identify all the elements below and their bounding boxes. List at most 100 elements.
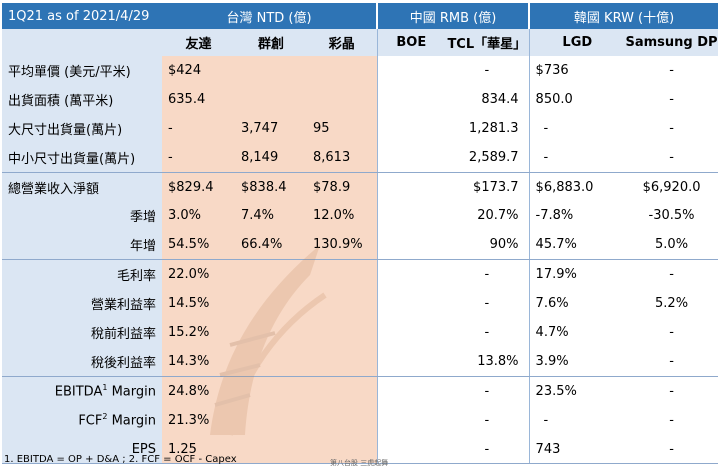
table-cell: - xyxy=(669,62,674,78)
table-row: 稅後利益率 14.3% 13.8% 3.9% - xyxy=(2,346,719,377)
table-cell: - xyxy=(625,346,719,377)
group-taiwan: 台灣 NTD (億) xyxy=(162,3,378,29)
table-cell: 1,281.3 xyxy=(468,120,519,136)
group-korea: 韓國 KRW (十億) xyxy=(528,3,719,29)
table-cell: - xyxy=(669,120,674,136)
row-label: 年增 xyxy=(2,230,162,261)
panel-maker-comparison-table: 1Q21 as of 2021/4/29 台灣 NTD (億) 中國 RMB (… xyxy=(2,3,719,465)
row-label: FCF2 Margin xyxy=(2,405,162,435)
table-cell xyxy=(235,318,307,347)
table-row: 總營業收入淨額 $829.4 $838.4 $78.9 $173.7 $6,883.0 $6… xyxy=(2,172,718,202)
table-cell: - xyxy=(669,383,674,399)
table-cell: 13.8% xyxy=(445,346,530,377)
table-cell: 130.9% xyxy=(307,230,378,261)
company-tcl: TCL「華星」 xyxy=(445,29,530,56)
table-cell: - xyxy=(669,267,674,283)
table-cell: 635.4 xyxy=(162,84,235,114)
row-label: 出貨面積 (萬平米) xyxy=(2,84,162,114)
table-cell: 45.7% xyxy=(528,230,626,261)
table-row: 稅前利益率 15.2% - 4.7% - xyxy=(2,318,718,347)
company-auo: 友達 xyxy=(162,29,235,56)
table-cell: - xyxy=(484,296,490,312)
table-cell xyxy=(376,318,446,347)
table-cell: 5.0% xyxy=(625,230,719,261)
table-cell: - xyxy=(484,412,490,428)
table-row: 營業利益率 14.5% - 7.6% 5.2% xyxy=(2,289,718,319)
table-cell: $829.4 xyxy=(162,172,235,202)
table-cell: 54.5% xyxy=(162,230,235,261)
table-cell xyxy=(307,434,378,465)
table-cell xyxy=(376,84,446,114)
header-row-groups: 1Q21 as of 2021/4/29 台灣 NTD (億) 中國 RMB (… xyxy=(2,3,719,29)
table-cell xyxy=(235,376,307,406)
table-cell: 4.7% xyxy=(528,318,626,347)
row-label: 稅後利益率 xyxy=(2,346,162,377)
table-cell: $736 xyxy=(528,56,626,85)
row-label: 毛利率 xyxy=(2,259,162,290)
table-cell xyxy=(307,318,378,347)
row-label: 總營業收入淨額 xyxy=(2,172,162,202)
table-cell: - xyxy=(528,113,626,143)
table-cell xyxy=(235,289,307,319)
table-cell xyxy=(235,405,307,435)
table-cell xyxy=(376,289,446,319)
table-cell: - xyxy=(484,62,490,78)
table-cell: 14.3% xyxy=(162,346,235,377)
table-cell: - xyxy=(162,113,235,143)
table-cell: 3.9% xyxy=(528,346,626,377)
table-cell xyxy=(376,201,446,231)
table-cell: - xyxy=(528,142,626,173)
table-cell xyxy=(307,56,378,85)
company-lgd: LGD xyxy=(528,29,626,56)
table-cell: - xyxy=(484,383,490,399)
row-label-footnote-mark: 1 xyxy=(102,383,108,393)
company-innolux: 群創 xyxy=(235,29,307,56)
table-cell xyxy=(307,376,378,406)
table-cell: $78.9 xyxy=(307,172,378,202)
table-cell: 743 xyxy=(528,434,626,465)
table-cell xyxy=(376,405,446,435)
table-cell xyxy=(376,230,446,261)
table-cell: 3.0% xyxy=(162,201,235,231)
table-cell: 24.8% xyxy=(162,376,235,406)
group-china: 中國 RMB (億) xyxy=(376,3,530,29)
table-cell xyxy=(376,172,446,202)
table-cell: $6,883.0 xyxy=(528,172,626,202)
row-label: 平均單價 (美元/平米) xyxy=(2,56,162,85)
table-cell xyxy=(235,259,307,290)
table-cell: 23.5% xyxy=(528,376,626,406)
table-cell: 2,589.7 xyxy=(445,142,530,173)
period-label: 1Q21 as of 2021/4/29 xyxy=(2,3,162,29)
table-cell: - xyxy=(162,142,235,173)
row-label-main: EBITDA xyxy=(54,384,103,400)
table-cell: $424 xyxy=(162,56,235,85)
table-cell: 14.5% xyxy=(162,289,235,319)
table-cell: 7.6% xyxy=(528,289,626,319)
footnote: 1. EBITDA = OP + D&A ; 2. FCF = OCF - Ca… xyxy=(4,454,237,465)
table-row: EPS 1.25 -743- xyxy=(2,434,719,465)
company-boe: BOE xyxy=(376,29,446,56)
table-cell xyxy=(376,346,446,377)
table-cell: - xyxy=(625,434,719,465)
table-cell: -7.8% xyxy=(528,201,626,231)
table-cell: $173.7 xyxy=(473,179,519,195)
table-cell: 850.0 xyxy=(528,84,626,114)
table-cell xyxy=(235,56,307,85)
table-cell: - xyxy=(669,91,674,107)
header-row-companies: 友達 群創 彩晶 BOE TCL「華星」 LGD Samsung DP xyxy=(2,29,719,56)
table-cell xyxy=(307,289,378,319)
source-caption: 第八台股 三虎起舞 xyxy=(330,459,389,467)
table-cell: 22.0% xyxy=(162,259,235,290)
table-cell: - xyxy=(484,324,490,340)
table-row: 平均單價 (美元/平米) $424 - $736 - xyxy=(2,56,718,85)
table-cell: 1.25 xyxy=(162,434,235,465)
table-cell: 21.3% xyxy=(162,405,235,435)
table-cell: 5.2% xyxy=(655,296,689,312)
table-cell xyxy=(307,259,378,290)
table-cell: - xyxy=(669,324,674,340)
table-cell: 17.9% xyxy=(528,259,626,290)
company-hannstar: 彩晶 xyxy=(307,29,378,56)
table-cell xyxy=(376,434,446,465)
table-cell xyxy=(235,434,307,465)
